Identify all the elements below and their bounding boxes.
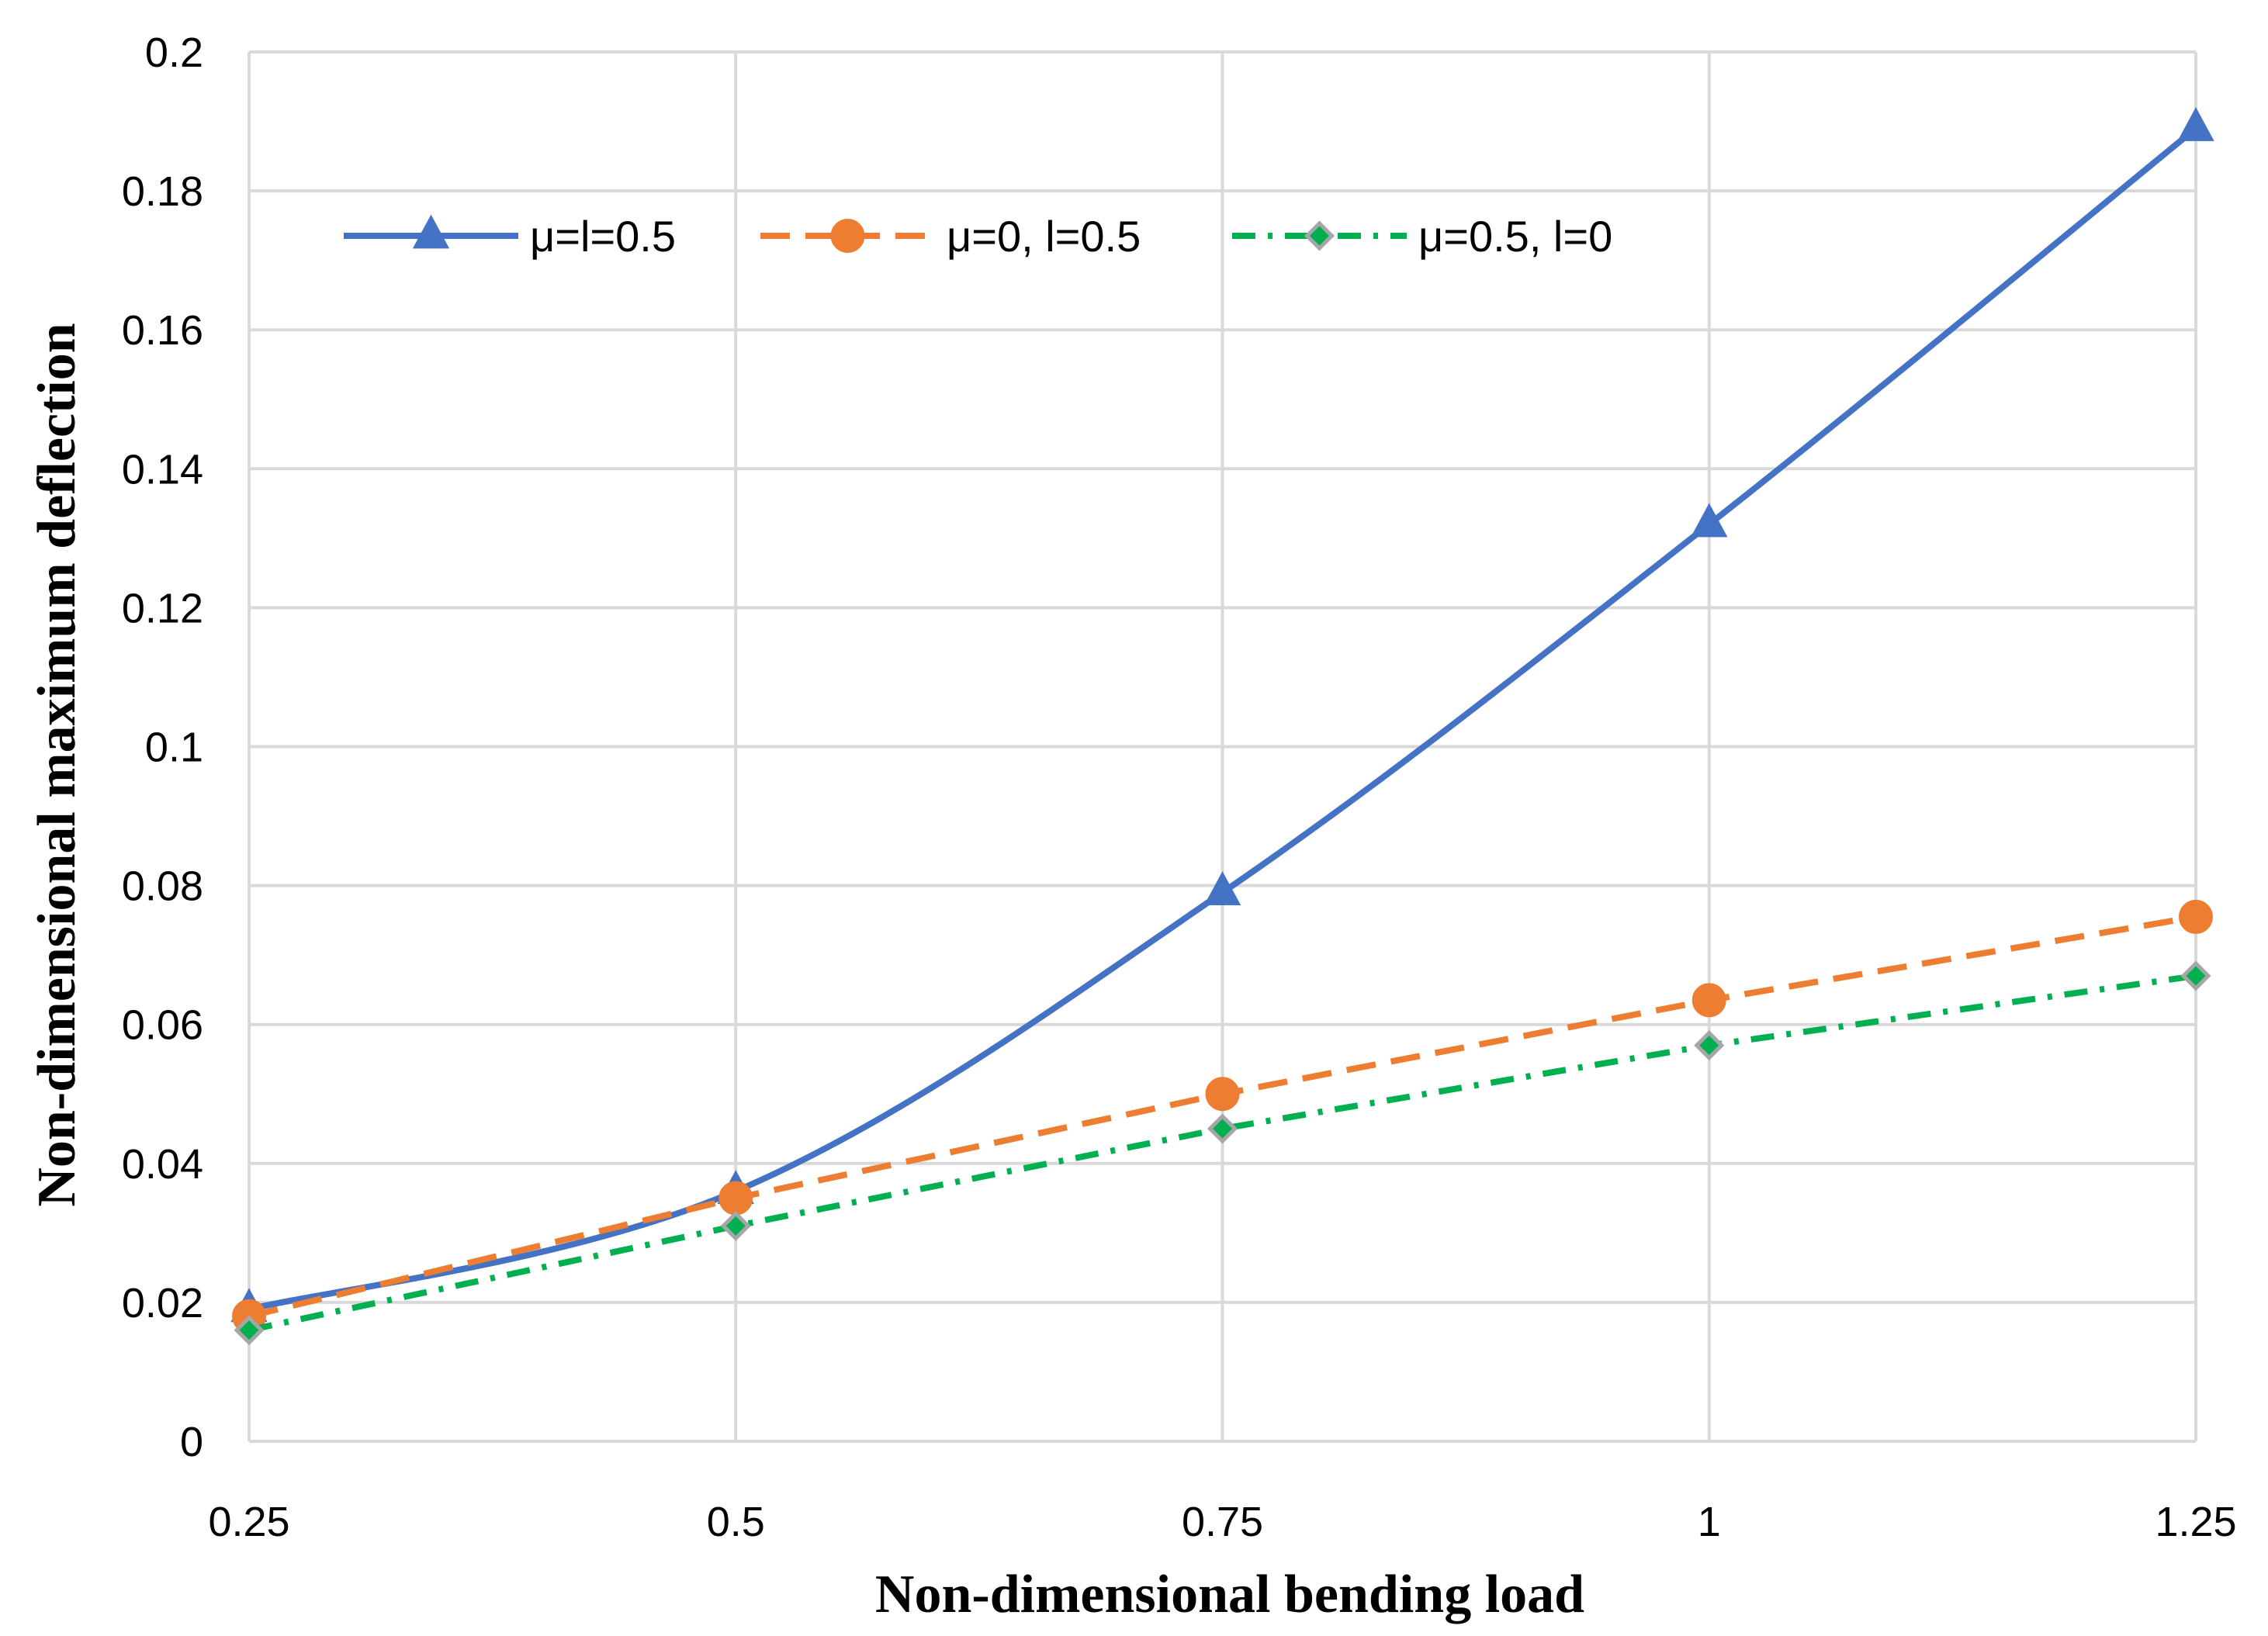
legend-entry-3: μ=0.5, l=0	[1232, 212, 1612, 261]
y-tick-label: 0.02	[122, 1280, 203, 1326]
series-2-point-4	[1691, 983, 1726, 1018]
y-tick-labels: 0 0.02 0.04 0.06 0.08 0.1 0.12 0.14 0.16 0.18 0.2	[122, 29, 203, 1465]
y-tick-label: 0.12	[122, 585, 203, 631]
series-3-point-5	[2180, 960, 2211, 991]
x-tick-label: 1.25	[2155, 1499, 2236, 1545]
series-1-line	[248, 126, 2198, 1313]
x-tick-labels: 0.25 0.5 0.75 1 1.25	[208, 1499, 2236, 1545]
y-tick-label: 0.2	[145, 29, 203, 76]
series-2-point-3	[1205, 1077, 1240, 1112]
y-tick-label: 0.08	[122, 863, 203, 910]
y-tick-label: 0.14	[122, 446, 203, 493]
series-2-point-2	[718, 1181, 753, 1216]
x-tick-label: 1	[1698, 1499, 1721, 1545]
legend-swatch-marker	[830, 219, 865, 253]
series-1-point-3	[1203, 871, 1241, 905]
series-3	[234, 960, 2211, 1346]
series-1-point-4	[1691, 503, 1728, 538]
x-axis-title: Non-dimensional bending load	[875, 1565, 1584, 1624]
x-tick-label: 0.75	[1182, 1499, 1263, 1545]
legend-label: μ=0.5, l=0	[1418, 212, 1612, 261]
series-3-point-4	[1694, 1030, 1725, 1061]
series-layer	[230, 107, 2214, 1346]
y-tick-label: 0.04	[122, 1141, 203, 1188]
legend: μ=l=0.5 μ=0, l=0.5 μ=0.5, l=0	[344, 212, 1612, 261]
series-1-point-5	[2177, 107, 2214, 141]
legend-entry-2: μ=0, l=0.5	[760, 212, 1141, 261]
x-tick-label: 0.25	[208, 1499, 289, 1545]
legend-swatch-marker	[412, 214, 450, 249]
series-2-point-5	[2179, 899, 2213, 934]
series-3-point-3	[1207, 1113, 1238, 1144]
y-tick-label: 0.18	[122, 168, 203, 215]
y-tick-label: 0.06	[122, 1002, 203, 1049]
series-3-point-1	[234, 1315, 265, 1346]
legend-swatch-marker	[1304, 220, 1335, 251]
legend-label: μ=0, l=0.5	[947, 212, 1141, 261]
series-3-line	[248, 973, 2197, 1333]
y-tick-label: 0	[180, 1419, 203, 1465]
legend-label: μ=l=0.5	[530, 212, 676, 261]
y-axis-title: Non-dimensional maximum deflection	[27, 323, 87, 1206]
series-3-point-2	[720, 1210, 751, 1241]
y-tick-label: 0.1	[145, 725, 203, 771]
x-tick-label: 0.5	[707, 1499, 765, 1545]
legend-entry-1: μ=l=0.5	[344, 212, 676, 261]
y-tick-label: 0.16	[122, 307, 203, 354]
